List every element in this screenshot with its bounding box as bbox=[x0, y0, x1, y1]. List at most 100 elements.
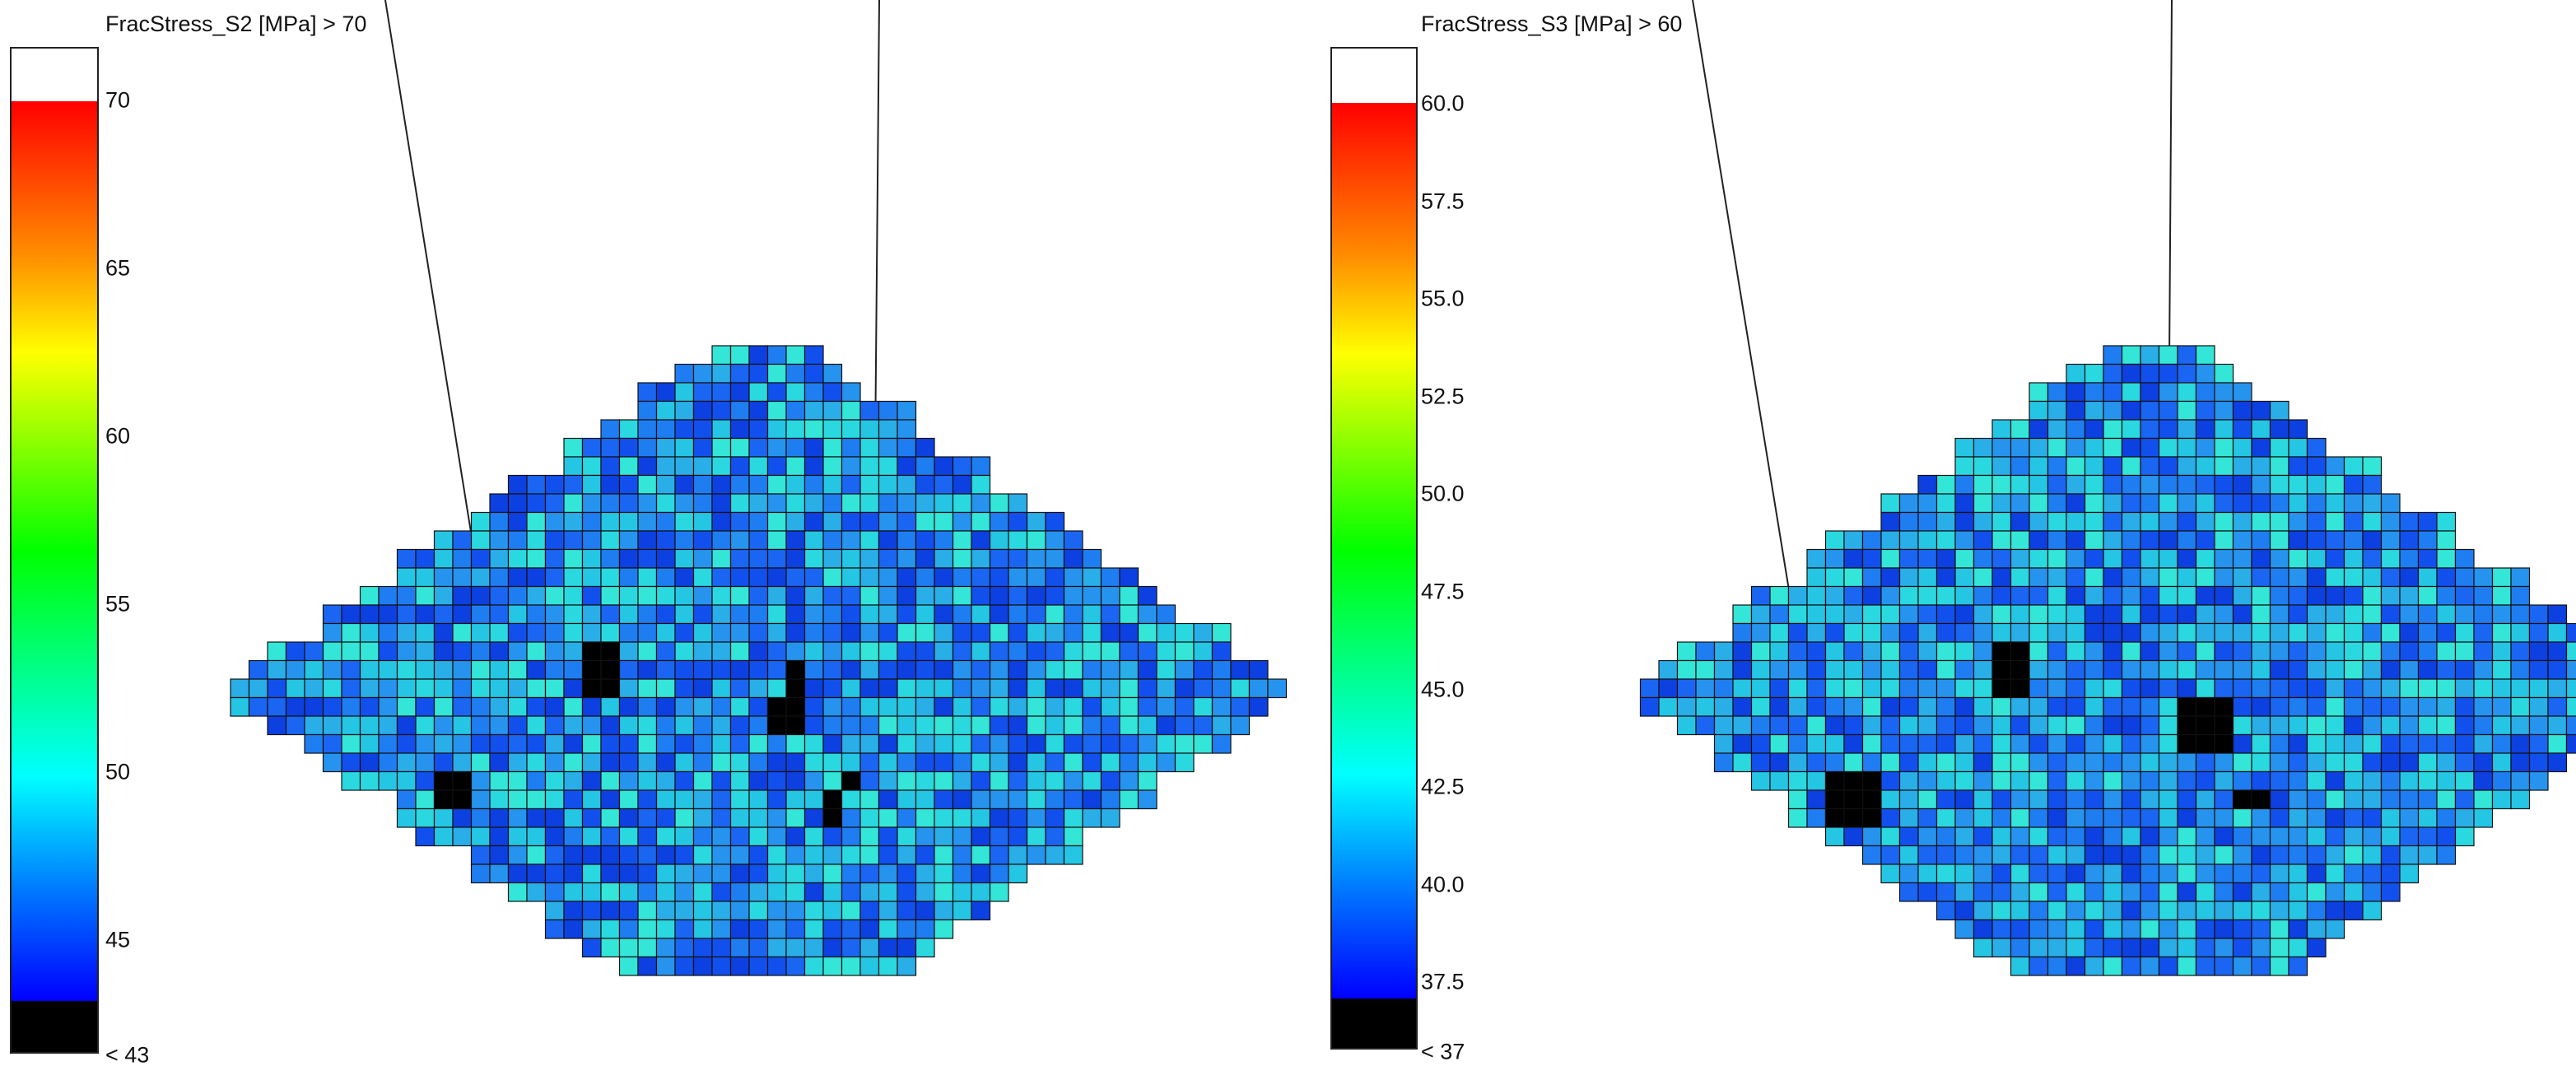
grid-cell bbox=[2473, 808, 2494, 828]
grid-cell bbox=[618, 585, 639, 606]
grid-cell bbox=[2084, 882, 2104, 902]
grid-cell bbox=[1898, 789, 1919, 810]
grid-cell bbox=[2121, 752, 2141, 773]
grid-cell bbox=[841, 659, 861, 680]
grid-cell bbox=[2158, 938, 2178, 958]
grid-cell bbox=[785, 715, 806, 736]
grid-cell bbox=[2177, 919, 2197, 939]
grid-cell bbox=[2103, 437, 2123, 458]
grid-cell bbox=[1898, 696, 1919, 717]
grid-cell bbox=[748, 474, 769, 495]
grid-cell bbox=[878, 585, 898, 606]
grid-cell bbox=[1935, 901, 1956, 921]
grid-cell bbox=[2010, 919, 2030, 939]
grid-cell bbox=[915, 789, 935, 810]
grid-cell bbox=[2066, 474, 2086, 495]
grid-cell bbox=[2103, 641, 2123, 662]
grid-cell bbox=[2047, 437, 2067, 458]
grid-cell bbox=[1193, 622, 1213, 643]
grid-cell bbox=[2121, 770, 2141, 791]
grid-cell bbox=[2140, 659, 2160, 680]
grid-cell bbox=[1898, 752, 1919, 773]
grid-cell bbox=[878, 845, 898, 865]
grid-cell bbox=[581, 845, 602, 865]
grid-cell bbox=[2288, 845, 2308, 865]
grid-cell bbox=[600, 733, 621, 754]
grid-cell bbox=[489, 548, 510, 569]
grid-cell bbox=[971, 696, 991, 717]
grid-cell bbox=[2269, 696, 2290, 717]
grid-cell bbox=[544, 733, 565, 754]
grid-cell bbox=[1991, 808, 2012, 828]
grid-cell bbox=[1917, 696, 1938, 717]
grid-cell bbox=[2306, 456, 2327, 477]
grid-cell bbox=[2066, 622, 2086, 643]
grid-cell bbox=[878, 715, 898, 736]
grid-cell bbox=[2029, 919, 2049, 939]
grid-cell bbox=[1063, 696, 1083, 717]
grid-cell bbox=[2473, 678, 2494, 699]
grid-cell bbox=[2195, 511, 2215, 532]
grid-cell bbox=[1935, 733, 1956, 754]
grid-cell bbox=[2232, 437, 2252, 458]
grid-cell bbox=[2029, 400, 2049, 421]
grid-cell bbox=[2232, 789, 2252, 810]
grid-cell bbox=[711, 530, 732, 551]
grid-cell bbox=[2029, 826, 2049, 847]
grid-cell bbox=[2066, 567, 2086, 588]
grid-cell bbox=[2029, 419, 2049, 440]
grid-cell bbox=[433, 678, 454, 699]
grid-cell bbox=[952, 511, 972, 532]
grid-cell bbox=[2177, 678, 2197, 699]
grid-cell bbox=[396, 715, 417, 736]
grid-cell bbox=[2047, 678, 2067, 699]
grid-cell bbox=[655, 696, 676, 717]
grid-cell bbox=[934, 456, 954, 477]
grid-cell bbox=[470, 622, 491, 643]
grid-cell bbox=[581, 789, 602, 810]
grid-cell bbox=[2454, 808, 2475, 828]
grid-cell bbox=[915, 938, 935, 958]
grid-cell bbox=[2251, 678, 2271, 699]
grid-cell bbox=[1732, 678, 1753, 699]
grid-cell bbox=[581, 548, 602, 569]
grid-cell bbox=[2047, 530, 2067, 551]
grid-cell bbox=[1880, 696, 1901, 717]
grid-cell bbox=[1973, 864, 1993, 884]
colorbar-tick-label: 42.5 bbox=[1421, 774, 1465, 799]
grid-cell bbox=[785, 345, 806, 365]
grid-cell bbox=[470, 752, 491, 773]
grid-cell bbox=[2510, 567, 2531, 588]
grid-cell bbox=[581, 511, 602, 532]
grid-cell bbox=[674, 845, 695, 865]
grid-cell bbox=[563, 678, 584, 699]
grid-cell bbox=[322, 641, 342, 662]
grid-cell bbox=[2195, 678, 2215, 699]
grid-cell bbox=[1787, 808, 1808, 828]
grid-cell bbox=[2288, 585, 2308, 606]
grid-cell bbox=[766, 938, 787, 958]
grid-cell bbox=[822, 585, 843, 606]
grid-cell bbox=[1917, 659, 1938, 680]
grid-cell bbox=[2029, 511, 2049, 532]
grid-cell bbox=[359, 659, 380, 680]
grid-cell bbox=[1991, 659, 2012, 680]
grid-cell bbox=[729, 752, 750, 773]
grid-cell bbox=[2214, 845, 2234, 865]
grid-cell bbox=[2362, 678, 2383, 699]
grid-cell bbox=[878, 752, 898, 773]
grid-cell bbox=[878, 493, 898, 514]
grid-cell bbox=[2121, 659, 2141, 680]
grid-cell bbox=[2362, 493, 2383, 514]
grid-cell bbox=[2510, 622, 2531, 643]
grid-cell bbox=[878, 901, 898, 921]
grid-cell bbox=[2158, 956, 2178, 976]
grid-cell bbox=[2010, 641, 2030, 662]
grid-cell bbox=[1880, 659, 1901, 680]
fracture-stress-grid-s2 bbox=[230, 345, 1288, 976]
grid-cell bbox=[878, 864, 898, 884]
grid-cell bbox=[1861, 678, 1882, 699]
grid-cell bbox=[2103, 511, 2123, 532]
grid-cell bbox=[1898, 585, 1919, 606]
grid-cell bbox=[637, 752, 658, 773]
